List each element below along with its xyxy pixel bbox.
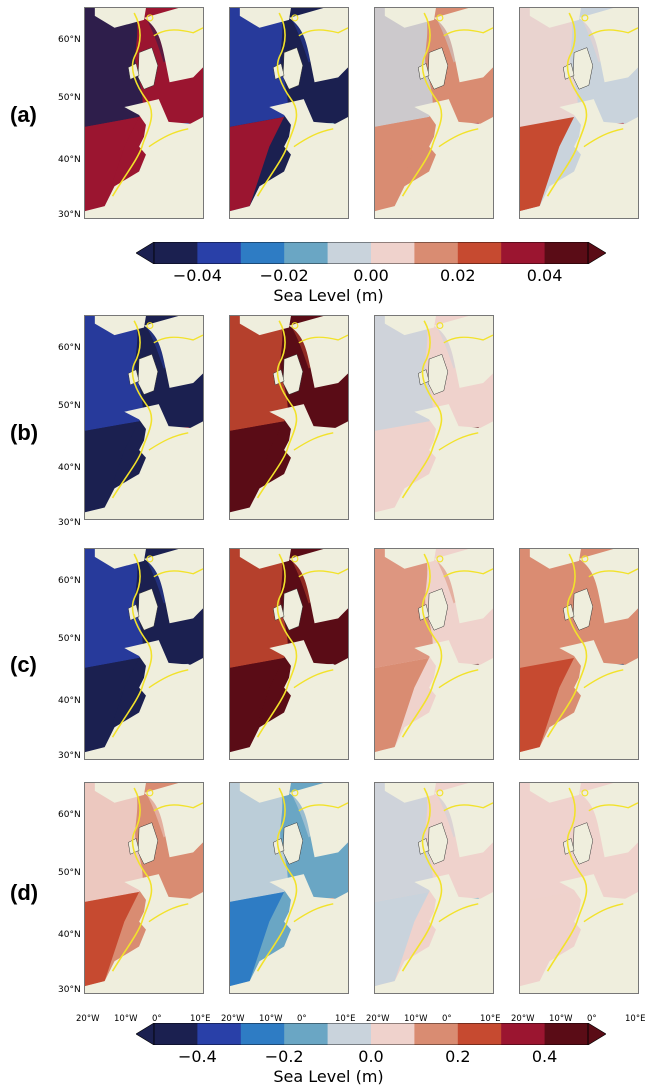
map-panel — [229, 782, 349, 994]
lon-tick-label: 20°W — [221, 1014, 245, 1024]
lon-tick-label: 0° — [587, 1014, 597, 1024]
lat-tick-label: 60°N — [58, 343, 81, 353]
map-panel — [229, 315, 349, 520]
map-panel — [374, 7, 494, 219]
lon-tick-label: 10°W — [114, 1014, 138, 1024]
lat-tick-label: 40°N — [58, 463, 81, 473]
row-label-1: (b) — [10, 420, 39, 445]
map-panel — [229, 548, 349, 760]
lon-tick-label: 10°E — [625, 1014, 646, 1024]
lon-tick-label: 20°W — [366, 1014, 390, 1024]
map-panel — [519, 7, 639, 219]
colorbar-colorbar_top — [135, 241, 607, 265]
colorbar-tick-label: −0.2 — [264, 1047, 304, 1066]
colorbar-colorbar_bottom — [135, 1022, 607, 1046]
colorbar-tick-label: 0.2 — [445, 1047, 471, 1066]
lat-tick-label: 40°N — [58, 155, 81, 165]
lat-tick-label: 40°N — [58, 696, 81, 706]
lon-tick-label: 10°E — [480, 1014, 501, 1024]
colorbar-title: Sea Level (m) — [273, 1067, 384, 1086]
colorbar-tick-label: −0.02 — [259, 266, 309, 285]
lat-tick-label: 30°N — [58, 210, 81, 220]
lat-tick-label: 40°N — [58, 930, 81, 940]
lon-tick-label: 10°E — [335, 1014, 356, 1024]
lon-tick-label: 10°E — [190, 1014, 211, 1024]
map-panel — [84, 315, 204, 520]
lat-tick-label: 30°N — [58, 518, 81, 528]
lat-tick-label: 30°N — [58, 985, 81, 995]
map-panel — [374, 782, 494, 994]
colorbar-tick-label: 0.02 — [439, 266, 476, 285]
map-panel — [84, 782, 204, 994]
lon-tick-label: 10°W — [549, 1014, 573, 1024]
row-label-0: (a) — [10, 102, 37, 127]
lat-tick-label: 50°N — [58, 868, 81, 878]
colorbar-tick-label: 0.4 — [531, 1047, 558, 1066]
row-label-3: (d) — [10, 880, 39, 905]
lon-tick-label: 10°W — [259, 1014, 283, 1024]
map-panel — [84, 7, 204, 219]
lat-tick-label: 60°N — [58, 35, 81, 45]
lon-tick-label: 0° — [297, 1014, 307, 1024]
lon-tick-label: 10°W — [404, 1014, 428, 1024]
map-panel — [374, 315, 494, 520]
map-panel — [84, 548, 204, 760]
lon-tick-label: 0° — [442, 1014, 452, 1024]
lon-tick-label: 0° — [152, 1014, 162, 1024]
lat-tick-label: 50°N — [58, 93, 81, 103]
lat-tick-label: 50°N — [58, 401, 81, 411]
lat-tick-label: 60°N — [58, 810, 81, 820]
colorbar-tick-label: 0.00 — [353, 266, 389, 285]
colorbar-tick-label: 0.0 — [358, 1047, 384, 1066]
colorbar-tick-label: −0.04 — [172, 266, 222, 285]
row-label-2: (c) — [10, 652, 37, 677]
lat-tick-label: 50°N — [58, 634, 81, 644]
map-panel — [519, 782, 639, 994]
lat-tick-label: 30°N — [58, 751, 81, 761]
lon-tick-label: 20°W — [511, 1014, 535, 1024]
map-panel — [229, 7, 349, 219]
map-panel — [374, 548, 494, 760]
map-panel — [519, 548, 639, 760]
lat-tick-label: 60°N — [58, 576, 81, 586]
lon-tick-label: 20°W — [76, 1014, 100, 1024]
colorbar-tick-label: −0.4 — [177, 1047, 217, 1066]
colorbar-title: Sea Level (m) — [273, 286, 384, 305]
colorbar-tick-label: 0.04 — [526, 266, 563, 285]
